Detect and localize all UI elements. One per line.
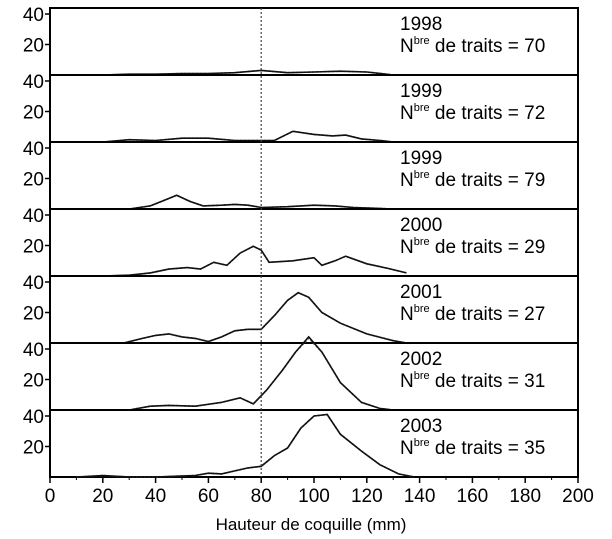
panel-count-label: Nbre de traits = 72 [400,102,545,124]
x-tick-label: 180 [509,486,541,507]
y-tick-label: 20 [23,170,44,191]
x-tick-label: 160 [457,486,489,507]
panel-year-label: 2002 [400,349,442,370]
x-axis: 0 20 40 60 80 100 120 140 160 180 200 [45,477,594,507]
x-tick-label: 60 [198,486,219,507]
x-tick-label: 20 [92,486,113,507]
x-tick-label: 80 [251,486,272,507]
y-tick-label: 20 [23,103,44,124]
y-tick-label: 40 [23,340,44,361]
panel-count-label: Nbre de traits = 79 [400,169,545,191]
x-tick-label: 140 [404,486,436,507]
y-tick-label: 40 [23,5,44,26]
x-tick-label: 0 [45,486,56,507]
panel-year-label: 2003 [400,416,442,437]
x-tick-label: 120 [351,486,383,507]
series-line [76,291,407,344]
y-tick-label: 40 [23,139,44,160]
x-axis-title: Hauteur de coquille (mm) [216,515,407,534]
series-line [76,335,394,411]
y-tick-label: 40 [23,72,44,93]
y-tick-label: 20 [23,36,44,57]
y-tick-label: 20 [23,371,44,392]
series-line [76,245,407,277]
series-dotted-line [76,245,407,277]
x-tick-label: 200 [562,486,594,507]
panel-count-label: Nbre de traits = 29 [400,236,545,258]
panel-count-label: Nbre de traits = 70 [400,35,545,57]
series-dotted-line [76,291,407,344]
series-line [76,194,394,210]
series-line [76,413,415,478]
series-dotted-line [76,413,415,478]
x-tick-label: 100 [298,486,330,507]
panel-year-label: 2000 [400,215,442,236]
panel-year-label: 1998 [400,14,442,35]
y-tick-label: 40 [23,273,44,294]
y-tick-label: 40 [23,206,44,227]
panel-year-label: 2001 [400,282,442,303]
panel-year-label: 1999 [400,81,442,102]
y-tick-label: 20 [23,237,44,258]
y-tick-label: 20 [23,304,44,325]
y-tick-label: 20 [23,438,44,459]
panel-count-label: Nbre de traits = 31 [400,370,545,392]
panel-count-label: Nbre de traits = 27 [400,303,545,325]
panel-count-label: Nbre de traits = 35 [400,437,545,459]
series-line [76,130,394,143]
panel-year-label: 1999 [400,148,442,169]
x-tick-label: 40 [145,486,166,507]
y-tick-label: 40 [23,407,44,428]
